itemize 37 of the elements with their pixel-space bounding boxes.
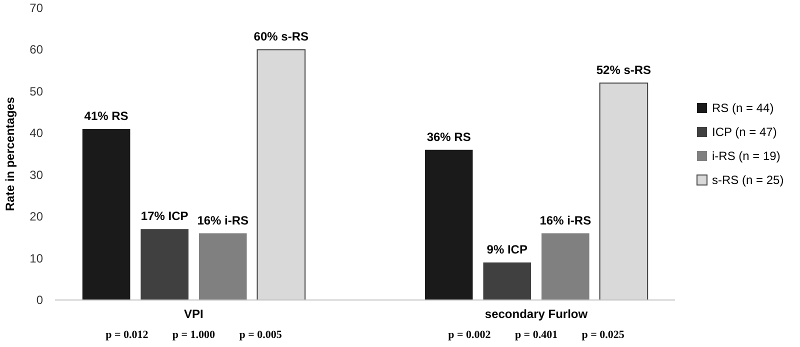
data-label: 60% s-RS xyxy=(254,30,309,44)
bar xyxy=(483,262,532,300)
data-label: 52% s-RS xyxy=(596,63,652,78)
y-tick-label: 60 xyxy=(30,42,44,57)
y-tick-label: 30 xyxy=(30,168,44,182)
data-label: 9% ICP xyxy=(486,242,528,256)
bar xyxy=(424,150,473,300)
y-tick-label: 10 xyxy=(30,251,44,266)
text: p = 0.401 xyxy=(514,329,558,341)
text: p = 1.000 xyxy=(172,329,216,341)
legend-label: RS (n = 44) xyxy=(712,101,774,115)
bar xyxy=(256,49,306,300)
text: p = 0.002 xyxy=(448,329,492,341)
legend-label: i-RS (n = 19) xyxy=(712,149,780,163)
y-tick-label: 20 xyxy=(30,210,44,224)
y-tick-label: 40 xyxy=(30,126,44,140)
bar xyxy=(198,233,247,300)
legend-label: ICP (n = 47) xyxy=(712,125,777,139)
data-label: 16% i-RS xyxy=(197,213,249,228)
data-label: 16% i-RS xyxy=(540,213,592,228)
y-tick-label: 50 xyxy=(30,84,44,98)
bar xyxy=(599,82,648,300)
bar xyxy=(140,229,188,300)
data-label: 36% RS xyxy=(426,130,471,144)
text: p = 0.012 xyxy=(106,329,149,341)
x-tick-label: VPI xyxy=(184,307,204,321)
data-label: 17% ICP xyxy=(140,209,188,224)
text: p = 0.005 xyxy=(239,329,282,341)
y-tick-label: 70 xyxy=(30,1,44,15)
legend-label: s-RS (n = 25) xyxy=(712,173,784,187)
x-tick-label: secondary Furlow xyxy=(484,307,588,321)
bar xyxy=(82,128,130,300)
y-axis-title: Rate in percentages xyxy=(3,96,17,212)
text: p = 0.025 xyxy=(582,329,625,341)
data-label: 41% RS xyxy=(84,108,128,123)
bar xyxy=(542,233,590,300)
y-tick-label: 0 xyxy=(36,293,44,307)
